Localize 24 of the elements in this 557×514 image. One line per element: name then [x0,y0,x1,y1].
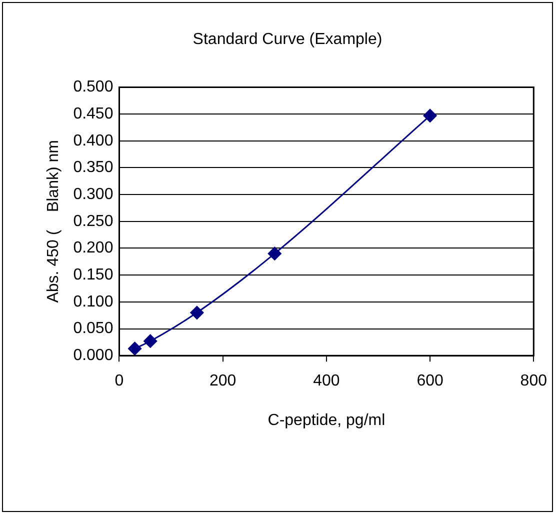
y-tick-label: 0.150 [73,266,114,284]
point [190,306,204,320]
point [128,342,142,356]
point [144,334,158,348]
y-axis-title: Abs. 450 ( Blank) nm [45,140,62,303]
y-tick-label: 0.450 [73,105,114,122]
y-tick-label: 0.050 [73,320,114,338]
x-tick-label: 400 [313,372,340,390]
y-tick-label: 0.300 [73,186,114,203]
y-tick-label: 0.500 [73,78,114,96]
x-tick-label: 600 [416,372,444,390]
y-tick-label: 0.350 [73,159,114,176]
x-tick-label: 0 [114,372,124,390]
chart-title: Standard Curve (Example) [192,31,382,48]
y-tick-label: 0.250 [73,212,114,230]
point [423,108,437,122]
y-tick-label: 0.200 [73,240,114,257]
x-tick-label: 800 [520,372,548,390]
x-tick-label: 200 [209,372,236,390]
point [268,246,282,260]
y-tick-label: 0.400 [73,132,114,150]
y-tick-label: 0.100 [73,293,114,310]
y-tick-label: 0.000 [73,347,114,364]
x-axis-title: C-peptide, pg/ml [268,412,386,429]
